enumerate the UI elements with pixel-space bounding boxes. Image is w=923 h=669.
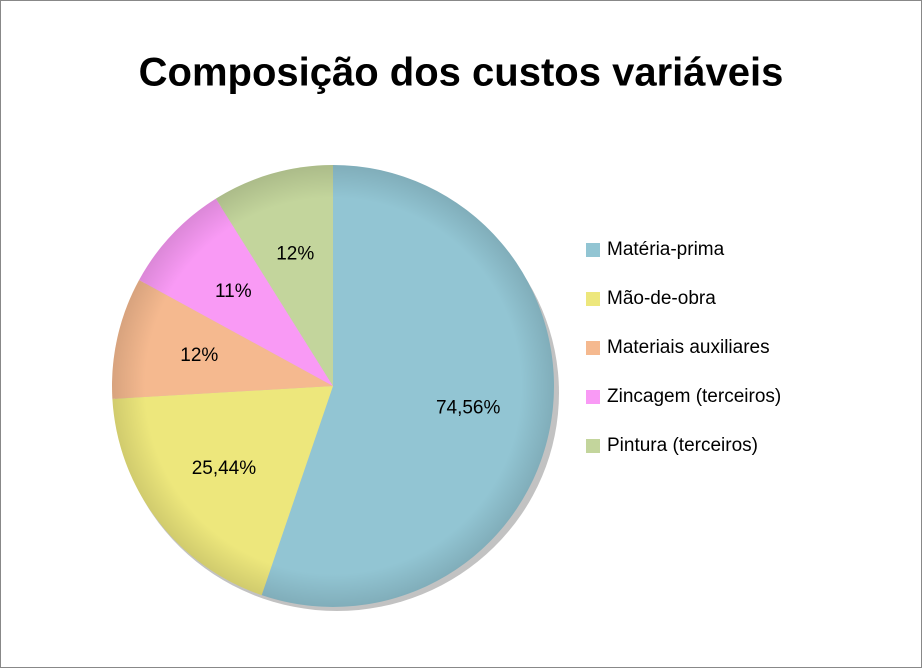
legend-label: Pintura (terceiros) xyxy=(607,435,758,456)
legend-label: Mão-de-obra xyxy=(607,288,716,309)
legend-swatch xyxy=(586,341,600,355)
legend-label: Materiais auxiliares xyxy=(607,337,770,358)
legend-swatch xyxy=(586,243,600,257)
chart-title: Composição dos custos variáveis xyxy=(139,51,784,95)
legend-label: Matéria-prima xyxy=(607,239,725,260)
pie-shading xyxy=(112,165,554,607)
legend-swatch xyxy=(586,292,600,306)
legend-label: Zincagem (terceiros) xyxy=(607,386,781,407)
data-label: 12% xyxy=(180,345,218,366)
legend-swatch xyxy=(586,439,600,453)
data-label: 11% xyxy=(215,281,252,302)
data-label: 12% xyxy=(276,243,314,264)
data-label: 74,56% xyxy=(436,397,501,418)
data-label: 25,44% xyxy=(192,458,257,479)
legend-swatch xyxy=(586,390,600,404)
